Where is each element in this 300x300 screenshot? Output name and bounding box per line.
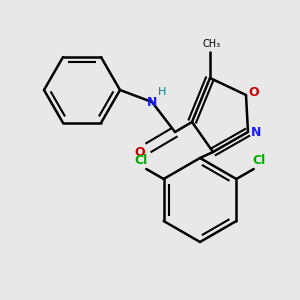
Text: N: N [147, 95, 157, 109]
Text: Cl: Cl [135, 154, 148, 167]
Text: CH₃: CH₃ [203, 39, 221, 49]
Text: O: O [135, 146, 145, 160]
Text: O: O [249, 85, 259, 98]
Text: H: H [158, 87, 166, 97]
Text: Cl: Cl [252, 154, 265, 167]
Text: N: N [251, 125, 261, 139]
